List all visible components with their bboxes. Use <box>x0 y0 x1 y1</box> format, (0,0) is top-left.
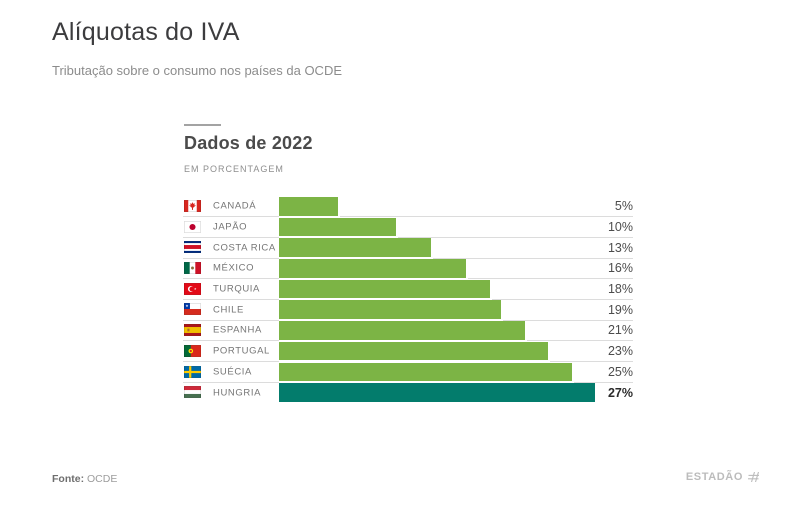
value-label: 16% <box>607 261 633 276</box>
flag-chile-icon <box>184 303 201 316</box>
chart-row: COSTA RICA 13% <box>183 237 633 259</box>
country-label: ESPANHA <box>213 324 262 336</box>
flag-sweden-icon <box>184 365 201 378</box>
value-label: 25% <box>607 364 633 379</box>
value-label: 5% <box>614 199 633 214</box>
row-separator <box>526 340 633 342</box>
row-separator <box>503 319 633 321</box>
value-label: 10% <box>607 220 633 235</box>
estadao-wordmark: ESTADÃO <box>685 471 743 483</box>
flag-turkey-icon <box>184 282 201 295</box>
source-value: OCDE <box>87 473 118 485</box>
row-separator <box>398 236 633 238</box>
row-separator <box>433 257 633 259</box>
chart-row: TURQUIA 18% <box>183 279 633 300</box>
chart-row: CHILE 19% <box>183 299 633 321</box>
country-label: SUÉCIA <box>213 366 252 378</box>
chart-row: MÉXICO 16% <box>183 258 633 280</box>
page-subtitle: Tributação sobre o consumo nos países da… <box>52 63 342 78</box>
chart-row: CANADÁ 5% <box>183 196 633 218</box>
chart-row: JAPÃO 10% <box>183 217 633 238</box>
row-separator <box>468 278 633 280</box>
row-separator <box>183 278 279 280</box>
value-label: 18% <box>607 282 633 297</box>
value-label: 13% <box>607 240 633 255</box>
flag-hungary-icon <box>184 386 201 399</box>
flag-canada-icon <box>184 200 201 212</box>
value-bar <box>279 259 467 278</box>
source-label: Fonte: <box>52 473 85 485</box>
flag-portugal-icon <box>184 344 201 357</box>
flag-mexico-icon <box>184 262 201 275</box>
heading-divider <box>184 124 221 126</box>
row-separator <box>339 216 633 218</box>
value-bar <box>279 300 502 319</box>
value-bar <box>279 362 572 381</box>
row-separator <box>491 298 633 300</box>
value-bar <box>279 238 432 257</box>
country-label: MÉXICO <box>213 262 255 274</box>
chart-unit-label: EM PORCENTAGEM <box>184 164 284 174</box>
row-separator <box>573 381 633 383</box>
value-bar <box>279 197 338 216</box>
page-title: Alíquotas do IVA <box>52 18 240 46</box>
estadao-hash-icon <box>748 472 760 482</box>
flag-costa-rica-icon <box>184 241 201 254</box>
estadao-logo: ESTADÃO <box>686 471 760 483</box>
chart-title: Dados de 2022 <box>184 133 313 153</box>
row-separator <box>183 319 279 321</box>
value-label: 23% <box>607 344 633 359</box>
row-separator <box>183 298 279 300</box>
row-separator <box>183 361 279 362</box>
country-label: JAPÃO <box>213 221 248 233</box>
country-label: PORTUGAL <box>213 345 270 357</box>
country-label: COSTA RICA <box>213 242 276 254</box>
country-label: CANADÁ <box>213 200 257 212</box>
chart-row: SUÉCIA 25% <box>183 362 633 383</box>
country-label: HUNGRIA <box>213 387 262 399</box>
row-separator <box>183 236 279 238</box>
row-separator <box>550 361 633 362</box>
flag-spain-icon <box>184 324 201 337</box>
row-separator <box>183 381 279 383</box>
row-separator <box>183 257 279 259</box>
chart-row: PORTUGAL 23% <box>183 341 633 362</box>
value-label: 19% <box>607 302 633 317</box>
value-bar <box>279 217 396 237</box>
row-separator <box>183 340 279 342</box>
bar-chart: CANADÁ 5% JAPÃO 10% COSTA RICA 13% MÉXICO 16% TU… <box>183 196 633 403</box>
value-bar <box>279 341 549 361</box>
value-bar <box>279 321 525 340</box>
value-bar <box>279 383 595 402</box>
country-label: CHILE <box>213 304 244 316</box>
chart-row: HUNGRIA 27% <box>183 382 633 403</box>
country-label: TURQUIA <box>213 283 260 295</box>
row-separator <box>183 216 279 218</box>
source-note: Fonte: OCDE <box>52 473 117 485</box>
chart-row: ESPANHA 21% <box>183 320 633 342</box>
value-bar <box>279 279 490 299</box>
value-label: 21% <box>607 323 633 338</box>
flag-japan-icon <box>184 220 201 233</box>
value-label: 27% <box>607 385 633 400</box>
